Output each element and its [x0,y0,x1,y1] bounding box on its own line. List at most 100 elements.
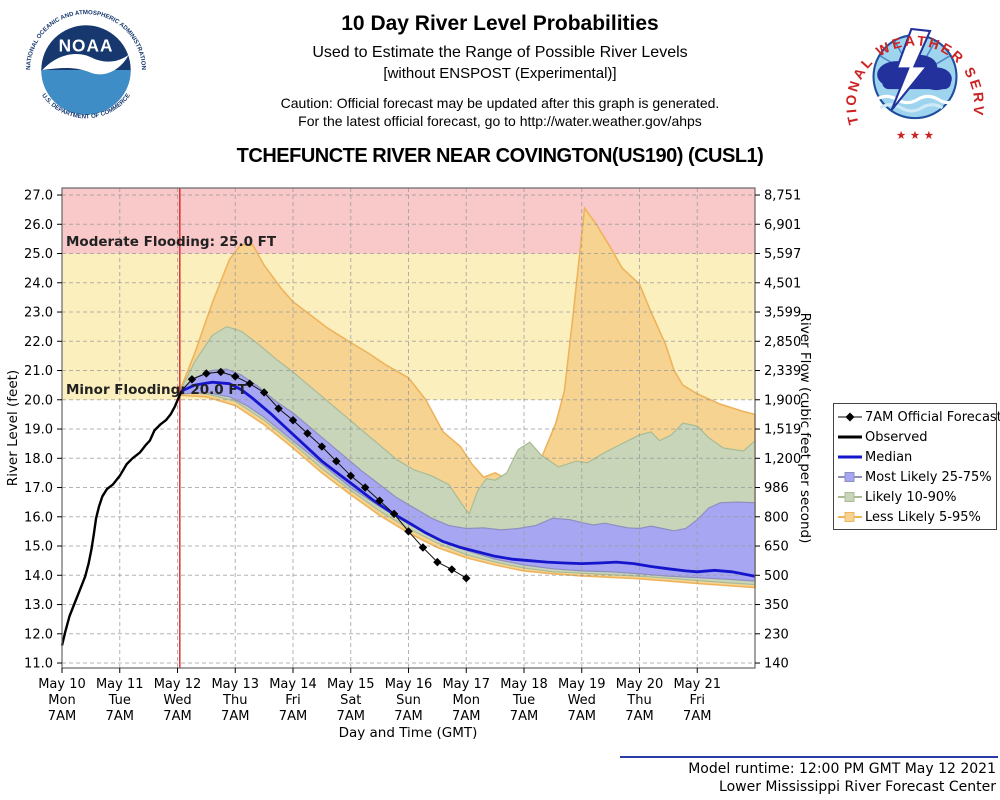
nws-lightning-icon [890,27,932,111]
y-left-tick-label: 12.0 [24,627,53,642]
y-right-tick-label: 1,200 [764,452,801,467]
station-title: TCHEFUNCTE RIVER NEAR COVINGTON(US190) (… [236,145,764,167]
x-tick-label: 7AM [337,709,365,724]
forecast-diamond-marker [375,496,384,505]
y-left-tick-label: 26.0 [24,218,53,233]
y-right-tick-label: 2,339 [764,364,801,379]
x-tick-label: Wed [568,693,596,708]
noaa-logo: NOAA NATIONAL OCEANIC AND ATMOSPHERIC AD… [22,6,150,138]
x-tick-label: May 14 [269,677,317,692]
y-right-tick-label: 986 [764,481,789,496]
y-axis-right-title: River Flow (cubic feet per second) [797,313,813,544]
x-tick-label: Wed [163,693,191,708]
x-tick-label: Thu [626,693,651,708]
axes: 11.0 140 12.0 230 13.0 350 14.0 500 15.0 650 16.0 8… [24,187,801,724]
page-subtitle-experimental: [without ENSPOST (Experimental)] [383,65,617,82]
gridlines [62,188,755,668]
y-right-tick-label: 2,850 [764,335,801,350]
legend-item-label: Most Likely 25-75% [865,469,992,485]
x-tick-label: 7AM [394,709,422,724]
forecast-diamond-marker [433,557,442,567]
y-right-tick-label: 1,900 [764,393,801,408]
forecast-diamond-marker [447,565,457,574]
x-tick-label: Mon [453,693,480,708]
x-tick-label: 7AM [625,709,653,724]
forecast-diamond-marker [216,367,226,377]
y-right-tick-label: 650 [764,540,789,555]
y-left-tick-label: 27.0 [24,189,53,204]
x-tick-label: May 16 [385,677,433,692]
x-tick-label: May 17 [442,677,490,692]
median-line [180,380,756,578]
x-tick-label: May 15 [327,677,375,692]
legend-swatch-band-icon [838,512,862,522]
x-tick-label: 7AM [48,709,76,724]
forecast-diamond-marker [360,483,370,492]
legend-swatch-band-icon [838,472,862,482]
y-right-tick-label: 140 [764,657,789,672]
forecast-diamond-marker [404,527,413,536]
y-right-tick-label: 350 [764,598,789,613]
y-right-tick-label: 8,751 [764,189,801,204]
nws-wave2-icon [879,103,944,113]
legend-swatch-band-icon [838,492,862,502]
y-left-tick-label: 16.0 [24,510,53,525]
y-left-tick-label: 24.0 [24,276,53,291]
x-tick-label: May 21 [673,677,721,692]
minor-flood-annotation: Minor Flooding: 20.0 FT [66,382,248,398]
x-tick-label: 7AM [106,709,134,724]
x-tick-label: 7AM [683,709,711,724]
y-left-tick-label: 25.0 [24,247,53,262]
y-right-tick-label: 6,901 [764,218,801,233]
nws-stars: ★ ★ ★ [896,128,934,142]
forecast-diamond-marker [303,429,312,438]
legend-swatch-line-icon [838,435,862,439]
x-tick-label: 7AM [163,709,191,724]
forecast-diamond-marker [332,456,341,466]
caution-line-1: Caution: Official forecast may be update… [280,95,720,111]
x-tick-label: Thu [222,693,247,708]
legend-item-label: Likely 10-90% [865,489,957,505]
y-right-tick-label: 5,597 [764,247,801,262]
x-tick-label: May 10 [38,677,86,692]
y-right-tick-label: 230 [764,627,789,642]
legend-item: Observed [838,427,992,447]
legend-item-label: Less Likely 5-95% [865,509,981,525]
forecast-diamond-marker [462,574,471,583]
nws-logo: NATIONAL WEATHER SERVICE ★ ★ ★ [839,0,985,146]
x-tick-label: 7AM [568,709,596,724]
y-right-tick-label: 800 [764,510,789,525]
legend-swatch-line-icon [838,455,862,459]
legend-item: Median [838,447,992,467]
x-tick-label: May 18 [500,677,548,692]
y-left-tick-label: 23.0 [24,306,53,321]
data-lines [60,367,756,646]
x-tick-label: May 13 [211,677,259,692]
x-tick-label: 7AM [510,709,538,724]
forecast-diamond-marker [202,369,211,378]
legend-item-label: Observed [865,429,928,445]
legend-item: Likely 10-90% [838,487,992,507]
forecast-diamond-marker [288,416,298,425]
moderate-flood-annotation: Moderate Flooding: 25.0 FT [66,234,277,250]
caution-line-2: For the latest official forecast, go to … [298,113,702,129]
x-tick-label: Tue [108,693,131,708]
x-tick-label: Mon [48,693,75,708]
y-axis-left-title: River Level (feet) [5,370,21,486]
x-tick-label: May 11 [96,677,144,692]
page-subtitle: Used to Estimate the Range of Possible R… [312,44,688,61]
legend-box: 7AM Official Forecast Observed Median Most … [833,403,1000,530]
x-tick-label: May 12 [154,677,202,692]
y-right-tick-label: 1,519 [764,423,801,438]
x-tick-label: Sun [396,693,421,708]
nws-wave-icon [875,94,957,105]
forecast-diamond-marker [418,543,428,552]
x-tick-label: Tue [512,693,535,708]
y-left-tick-label: 15.0 [24,540,53,555]
legend-item: Less Likely 5-95% [838,507,992,527]
x-tick-label: May 20 [616,677,664,692]
y-left-tick-label: 21.0 [24,364,53,379]
footer: Model runtime: 12:00 PM GMT May 12 2021 … [496,760,996,796]
x-tick-label: Sat [340,693,361,708]
